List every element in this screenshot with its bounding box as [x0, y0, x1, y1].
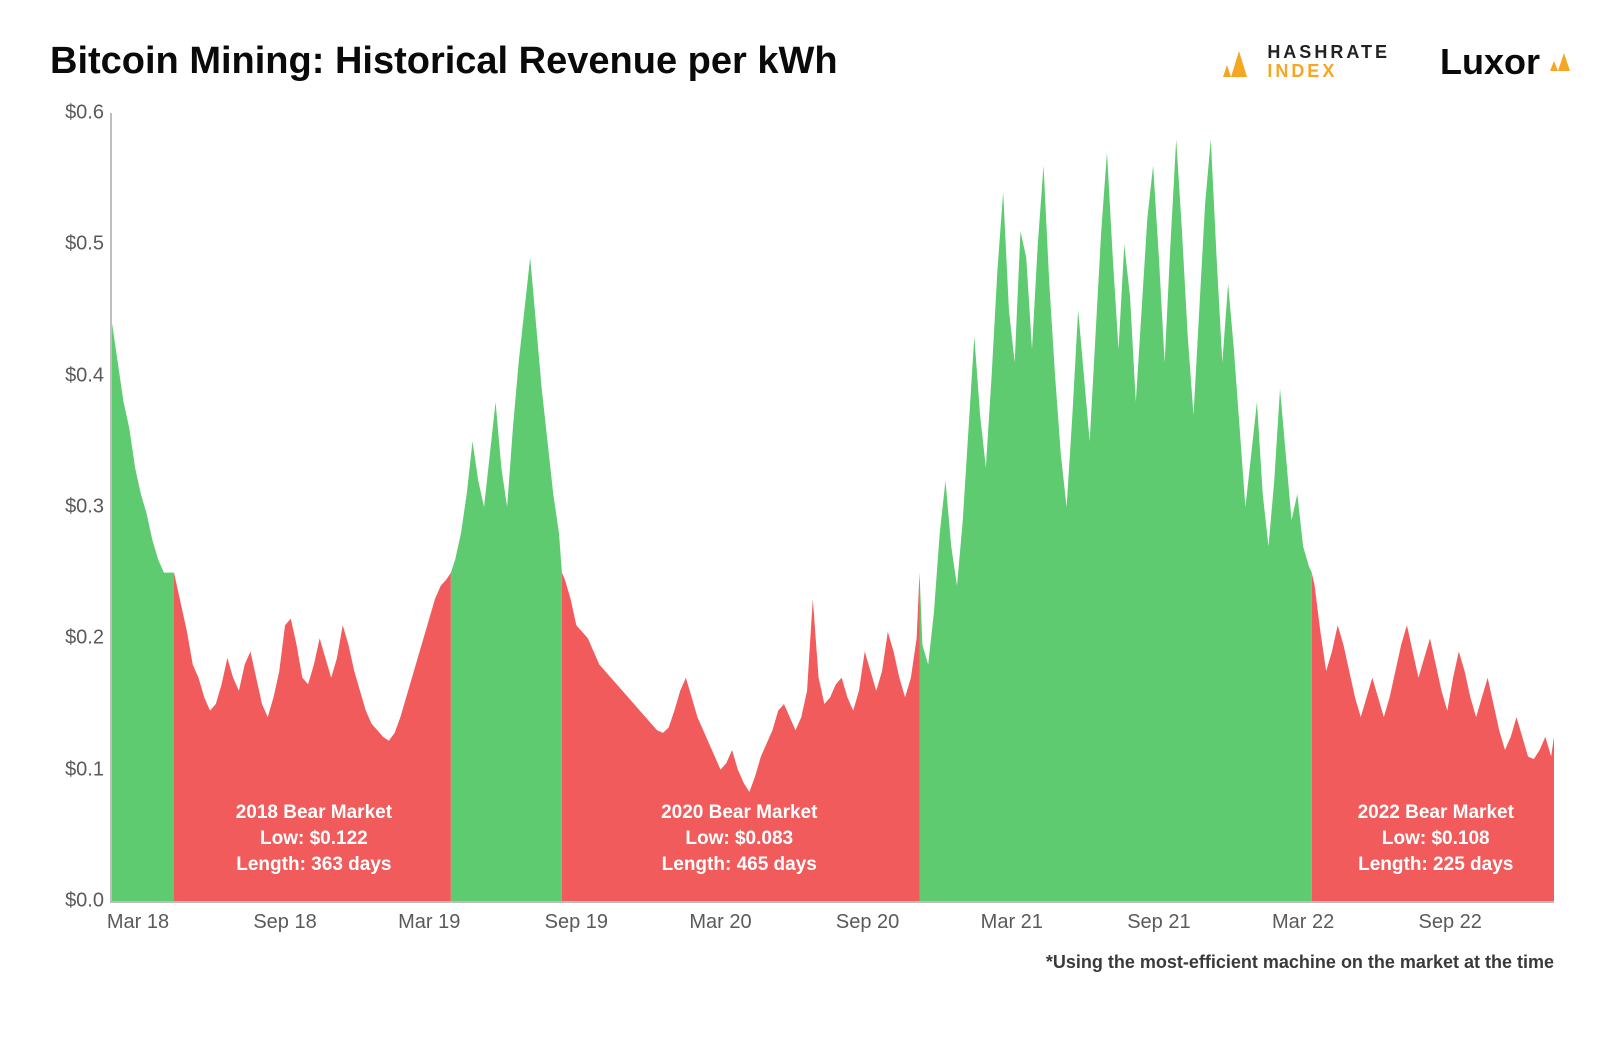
annotation-length: Length: 225 days — [1358, 852, 1514, 878]
y-tick-label: $0.3 — [65, 496, 104, 519]
x-tick-label: Mar 22 — [1272, 911, 1334, 934]
logo-group: HASHRATE INDEX Luxor — [1213, 41, 1574, 83]
luxor-text: Luxor — [1440, 41, 1540, 83]
y-tick-label: $0.1 — [65, 758, 104, 781]
x-tick-label: Mar 18 — [107, 911, 169, 934]
chart-title: Bitcoin Mining: Historical Revenue per k… — [50, 40, 838, 83]
chart-footnote: *Using the most-efficient machine on the… — [1046, 952, 1554, 973]
x-tick-label: Mar 19 — [398, 911, 460, 934]
annotation-length: Length: 465 days — [661, 852, 817, 878]
annotation-title: 2018 Bear Market — [236, 800, 392, 826]
chart-header: Bitcoin Mining: Historical Revenue per k… — [50, 40, 1574, 83]
y-tick-label: $0.2 — [65, 627, 104, 650]
hashrate-index-logo: HASHRATE INDEX — [1213, 43, 1390, 81]
area-segment-bull — [112, 323, 174, 901]
area-segment-bull — [451, 257, 562, 901]
x-tick-label: Sep 21 — [1127, 911, 1190, 934]
x-tick-label: Sep 19 — [545, 911, 608, 934]
hashrate-text-1: HASHRATE — [1267, 43, 1390, 62]
plot-area: $0.0$0.1$0.2$0.3$0.4$0.5$0.6Mar 18Sep 18… — [110, 113, 1554, 903]
annotation-title: 2020 Bear Market — [661, 800, 817, 826]
chart-container: $0.0 $0.1 $0.2 $0.3 $0.4 $0.5 $0.6 Mar 18 Sep 18… — [50, 93, 1574, 973]
x-tick-label: Mar 20 — [689, 911, 751, 934]
y-tick-label: $0.6 — [65, 102, 104, 125]
y-tick-label: $0.4 — [65, 364, 104, 387]
annotation-low: Low: $0.108 — [1358, 826, 1514, 852]
x-tick-label: Sep 18 — [253, 911, 316, 934]
hashrate-icon — [1213, 43, 1255, 81]
x-tick-label: Sep 22 — [1418, 911, 1481, 934]
x-tick-label: Mar 21 — [981, 911, 1043, 934]
annotation-length: Length: 363 days — [236, 852, 392, 878]
x-tick-label: Sep 20 — [836, 911, 899, 934]
bear-market-annotation: 2020 Bear MarketLow: $0.083Length: 465 d… — [661, 800, 817, 877]
y-tick-label: $0.0 — [65, 890, 104, 913]
luxor-logo: Luxor — [1440, 41, 1574, 83]
bear-market-annotation: 2018 Bear MarketLow: $0.122Length: 363 d… — [236, 800, 392, 877]
hashrate-text-2: INDEX — [1267, 62, 1390, 81]
bear-market-annotation: 2022 Bear MarketLow: $0.108Length: 225 d… — [1358, 800, 1514, 877]
annotation-low: Low: $0.122 — [236, 826, 392, 852]
area-svg — [112, 113, 1554, 901]
y-tick-label: $0.5 — [65, 233, 104, 256]
luxor-icon — [1548, 49, 1574, 75]
annotation-low: Low: $0.083 — [661, 826, 817, 852]
area-segment-bull — [920, 139, 1312, 901]
annotation-title: 2022 Bear Market — [1358, 800, 1514, 826]
